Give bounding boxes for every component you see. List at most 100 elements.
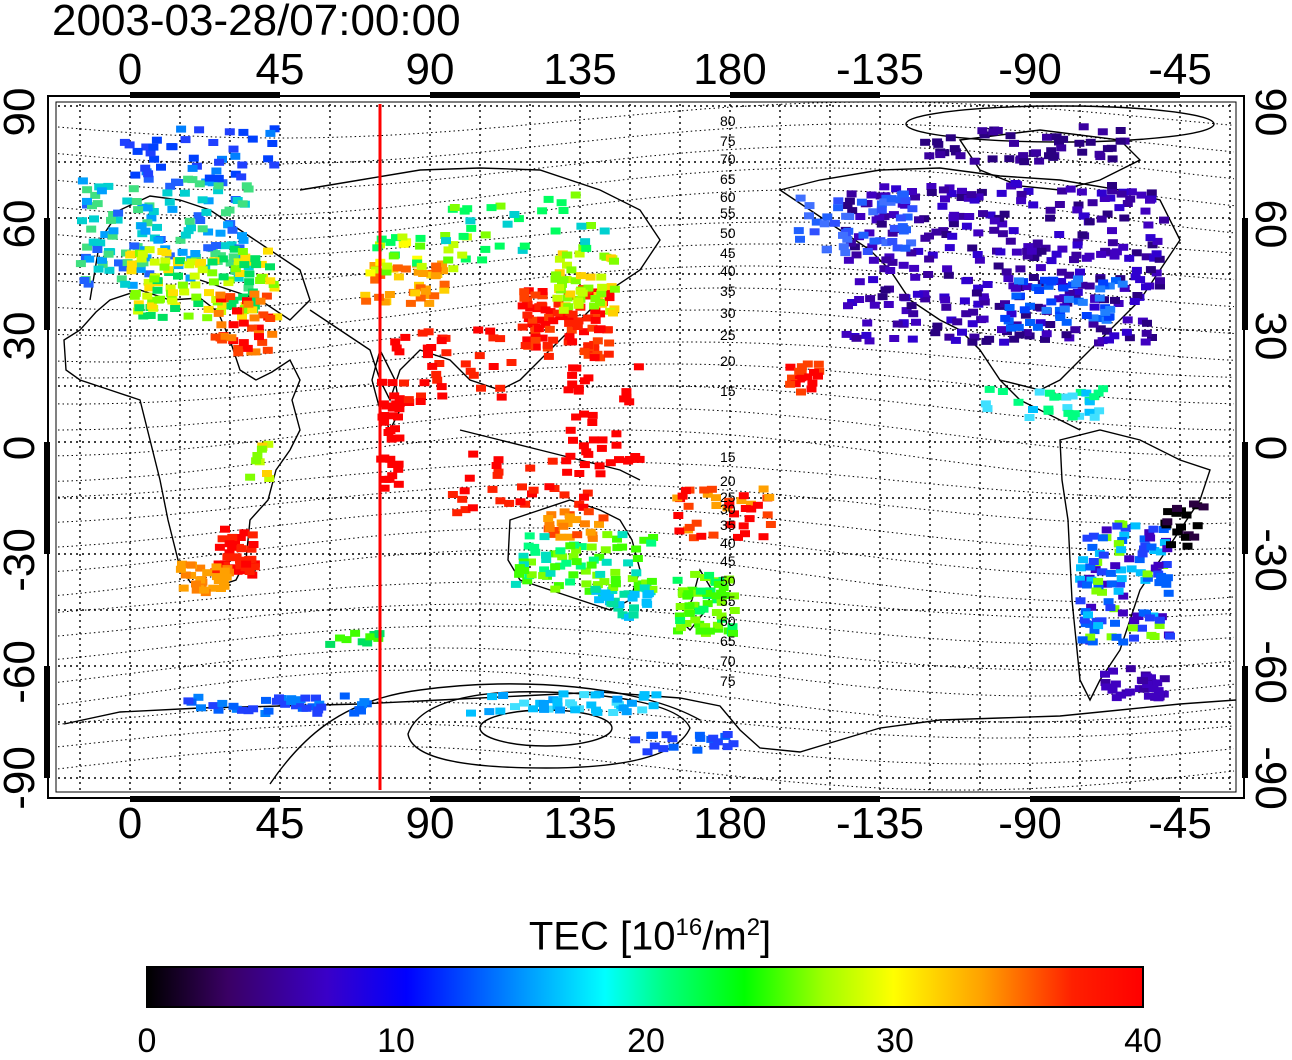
tec-cell xyxy=(350,629,361,637)
tec-cell xyxy=(235,270,246,277)
tec-cell xyxy=(1077,298,1088,306)
tec-cell xyxy=(869,237,880,245)
tec-cell xyxy=(1081,312,1092,319)
tec-cell xyxy=(583,314,593,322)
tec-cell xyxy=(474,352,485,360)
tec-cell xyxy=(910,193,920,201)
tec-cell xyxy=(802,373,813,381)
tec-cell xyxy=(202,314,213,322)
tec-cell xyxy=(1045,321,1056,328)
tec-cell xyxy=(927,251,938,259)
tec-cell xyxy=(608,600,619,608)
tec-cell xyxy=(152,223,162,231)
tec-cell xyxy=(1144,614,1155,622)
tec-cell xyxy=(1121,328,1132,336)
tec-cell xyxy=(651,691,662,699)
tec-cell xyxy=(1062,404,1073,412)
contour-label: 50 xyxy=(720,573,736,589)
tec-cell xyxy=(416,392,426,400)
tec-cell xyxy=(528,486,539,494)
tec-cell xyxy=(583,508,594,516)
tec-cell xyxy=(1098,279,1109,287)
tec-cell xyxy=(1127,624,1138,632)
tec-cell xyxy=(1135,569,1146,577)
tec-cell xyxy=(588,556,599,564)
tec-cell xyxy=(708,531,719,539)
tec-cell xyxy=(602,531,613,539)
tec-cell xyxy=(1141,283,1151,291)
tec-cell xyxy=(223,279,234,287)
tec-cell xyxy=(1046,278,1057,286)
tec-cell xyxy=(814,367,825,375)
tec-cell xyxy=(639,584,650,592)
tec-cell xyxy=(708,734,719,742)
tec-cell xyxy=(548,336,559,344)
tec-cell xyxy=(1093,622,1104,630)
tec-cell xyxy=(466,224,477,232)
tec-cell xyxy=(851,251,862,259)
tec-cell xyxy=(468,371,479,379)
tec-cell xyxy=(1058,284,1069,292)
tec-cell xyxy=(1003,275,1014,282)
tec-cell xyxy=(207,269,218,277)
tec-cell xyxy=(136,255,147,263)
tec-cell xyxy=(213,182,224,190)
tec-cell xyxy=(1101,683,1112,691)
tec-cell xyxy=(746,505,757,513)
tec-cell xyxy=(239,261,250,269)
tec-cell xyxy=(571,516,582,524)
tec-cell xyxy=(1111,277,1121,285)
tec-cell xyxy=(438,267,448,275)
tec-cell xyxy=(752,501,763,509)
tec-cell xyxy=(864,229,875,237)
tec-cell xyxy=(203,305,214,313)
tec-cell xyxy=(235,534,246,541)
tec-cell xyxy=(164,198,175,206)
contour-line xyxy=(57,385,1235,431)
tec-cell xyxy=(227,226,238,234)
contour-line xyxy=(57,243,1235,285)
tec-cell xyxy=(711,592,722,600)
tec-cell xyxy=(968,308,979,316)
tec-cell xyxy=(142,292,153,300)
tec-cell xyxy=(588,436,599,444)
tec-cell xyxy=(1025,319,1035,326)
tec-cell xyxy=(514,570,525,578)
tec-cell xyxy=(589,354,600,362)
tec-cell xyxy=(885,267,896,274)
tec-cell xyxy=(579,410,589,418)
tec-cell xyxy=(608,309,618,317)
tec-cell xyxy=(1061,331,1072,339)
bottom-lon-label: -135 xyxy=(835,799,925,848)
tec-cell xyxy=(510,580,521,588)
contour-label: 55 xyxy=(720,593,736,609)
tec-cell xyxy=(436,337,447,345)
tec-cell xyxy=(550,585,561,593)
tec-cell xyxy=(1192,522,1203,530)
tec-cell xyxy=(385,238,396,246)
tec-cell xyxy=(1018,152,1029,160)
tec-cell xyxy=(675,603,686,610)
tec-data-patches xyxy=(75,123,1209,756)
tec-cell xyxy=(725,521,736,529)
tec-cell xyxy=(1154,690,1164,698)
tec-cell xyxy=(211,167,222,175)
tec-cell xyxy=(584,587,595,595)
contour-label: 75 xyxy=(720,133,736,149)
tec-cell xyxy=(1065,185,1076,193)
tec-cell xyxy=(869,301,880,309)
tec-cell xyxy=(612,695,623,703)
tec-cell xyxy=(153,296,164,304)
tec-cell xyxy=(937,202,948,210)
contour-label: 25 xyxy=(720,327,736,343)
tec-cell xyxy=(1094,407,1105,415)
tec-cell xyxy=(225,259,236,267)
tec-cell xyxy=(263,155,274,163)
tec-cell xyxy=(906,239,917,247)
tec-cell xyxy=(180,231,191,239)
tec-cell xyxy=(307,703,318,711)
tec-cell xyxy=(571,558,582,566)
tec-cell xyxy=(1134,556,1145,564)
tec-cell xyxy=(683,502,694,510)
tec-map: 8075706560555045403530252015152025303540… xyxy=(44,92,1248,802)
